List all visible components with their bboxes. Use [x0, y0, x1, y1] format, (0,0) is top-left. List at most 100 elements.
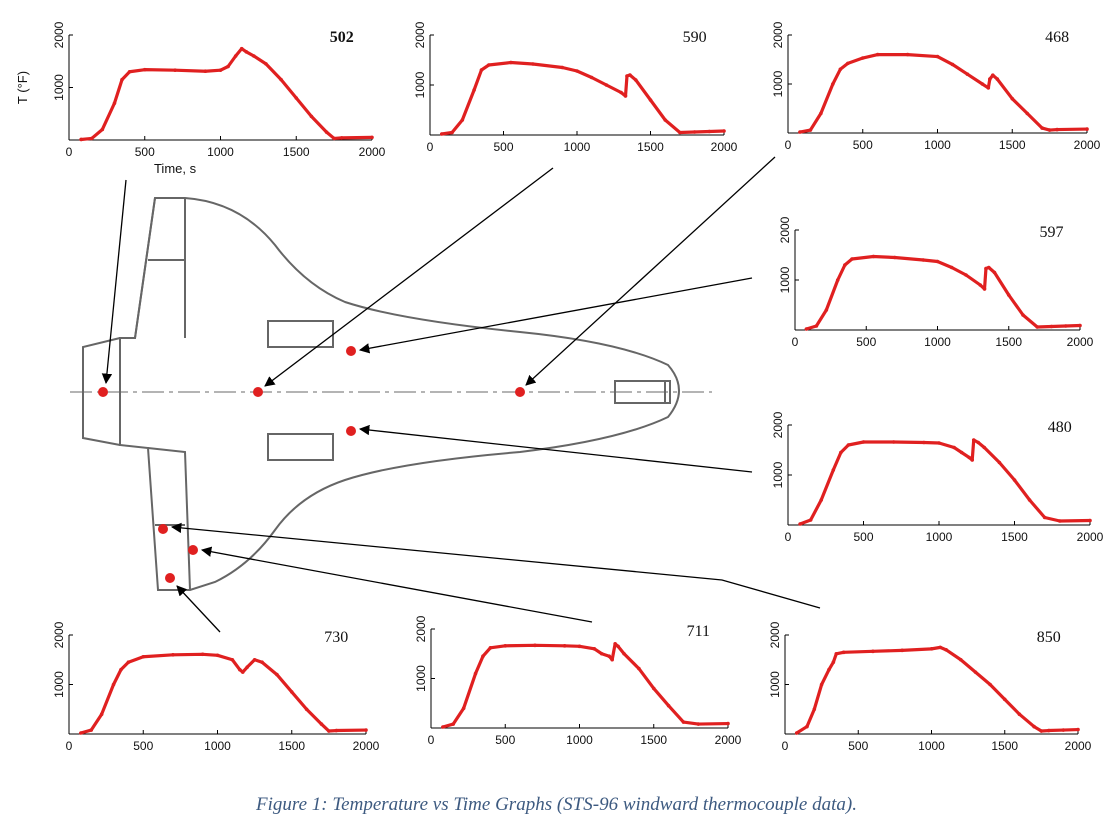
x-tick-label: 1000: [207, 145, 234, 159]
data-point: [592, 647, 597, 651]
orbiter-body-flap: [82, 337, 121, 446]
data-point: [846, 61, 850, 66]
orbiter-planform-diagram: [70, 197, 712, 591]
data-point: [577, 644, 582, 649]
x-tick-label: 1000: [918, 739, 945, 753]
series-line: [798, 438, 1092, 526]
data-point: [562, 644, 567, 648]
data-point: [950, 62, 955, 67]
data-point: [616, 644, 620, 649]
x-tick-label: 2000: [711, 140, 738, 154]
data-point: [120, 77, 124, 82]
data-point: [479, 68, 484, 72]
data-point: [982, 287, 987, 291]
data-point: [666, 703, 671, 708]
x-tick-label: 2000: [1065, 739, 1092, 753]
data-point: [839, 450, 843, 455]
data-point: [1010, 96, 1015, 101]
y-tick-label: 2000: [52, 621, 66, 648]
y-tick-label: 1000: [771, 461, 785, 488]
data-point: [838, 67, 843, 72]
data-point: [604, 83, 609, 87]
x-tick-label: 500: [848, 739, 868, 753]
data-point: [997, 460, 1002, 465]
data-point: [986, 86, 991, 90]
y-tick-label: 1000: [52, 74, 66, 101]
leader-arrows: [101, 156, 821, 633]
series-line: [79, 47, 374, 142]
data-point: [982, 445, 987, 450]
data-point: [127, 69, 132, 74]
data-point: [814, 324, 819, 328]
data-point: [294, 96, 299, 100]
data-point: [560, 65, 565, 70]
data-point: [805, 724, 809, 729]
data-point: [244, 50, 249, 54]
orbiter-outline: [119, 197, 680, 591]
data-point: [142, 67, 147, 72]
data-point: [1088, 518, 1092, 523]
data-point: [850, 257, 854, 261]
y-tick-label: 2000: [413, 21, 427, 48]
x-tick-label: 1500: [1001, 530, 1028, 544]
data-point: [319, 722, 324, 726]
x-tick-label: 1500: [999, 138, 1026, 152]
data-point: [900, 648, 904, 653]
x-tick-label: 500: [853, 138, 873, 152]
data-point: [1027, 498, 1032, 502]
arrow-468: [525, 156, 776, 386]
data-point: [503, 644, 508, 648]
data-point: [681, 720, 686, 724]
data-point: [99, 712, 104, 716]
data-point: [959, 450, 964, 455]
data-point: [1032, 724, 1036, 729]
chart-title: 468: [1045, 29, 1069, 46]
y-tick-label: 1000: [778, 266, 792, 293]
data-point: [370, 135, 374, 140]
data-point: [696, 722, 701, 726]
data-point: [1040, 126, 1044, 130]
data-point: [472, 88, 476, 92]
x-tick-label: 2000: [1074, 138, 1101, 152]
chart-850: 0 500 1000 1500 2000 1000 2000 850: [768, 621, 1092, 753]
data-point: [1055, 127, 1059, 132]
data-point: [260, 660, 264, 665]
chart-480: 0 500 1000 1500 2000 1000 2000 480: [771, 411, 1104, 544]
data-point: [89, 136, 94, 141]
data-point: [237, 667, 242, 672]
arrow-597: [358, 277, 753, 354]
data-point: [126, 660, 131, 665]
data-point: [871, 254, 876, 259]
series-line: [440, 60, 726, 136]
chart-590: 0 500 1000 1500 2000 1000 2000 590: [413, 21, 738, 154]
data-point: [648, 98, 653, 102]
data-point: [339, 136, 344, 140]
data-point: [441, 725, 445, 729]
data-point: [304, 707, 309, 712]
data-point: [141, 654, 146, 659]
data-point: [995, 77, 1000, 81]
x-tick-label: 1500: [991, 739, 1018, 753]
data-point: [252, 657, 257, 662]
x-tick-label: 1500: [995, 335, 1022, 349]
data-point: [984, 266, 988, 271]
data-point: [332, 136, 336, 141]
data-point: [1042, 515, 1047, 520]
data-point: [233, 54, 238, 58]
data-point: [1047, 128, 1052, 132]
data-point: [871, 649, 875, 654]
data-point: [230, 657, 235, 662]
data-point: [824, 308, 829, 312]
x-tick-label: 0: [785, 138, 792, 152]
chart-title: 711: [687, 623, 710, 640]
data-point: [111, 682, 116, 687]
data-point: [610, 657, 614, 662]
data-point: [628, 73, 632, 77]
data-point: [173, 68, 177, 72]
x-tick-label: 2000: [1077, 530, 1104, 544]
data-point: [1046, 728, 1051, 733]
data-point: [1076, 727, 1080, 732]
chart-502: 0 500 1000 1500 2000 1000 2000 502 T (°F) Time, s: [15, 21, 386, 176]
data-point: [831, 468, 836, 472]
